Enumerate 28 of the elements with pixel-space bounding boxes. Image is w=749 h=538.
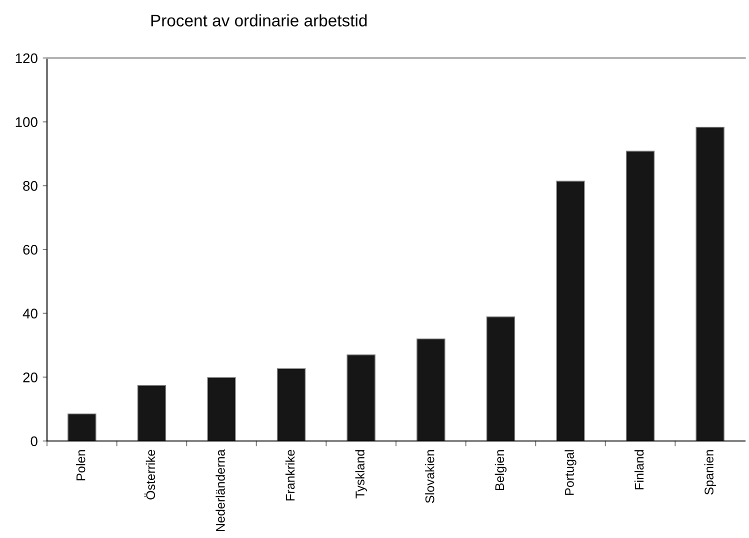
x-tick-label: Finland	[634, 450, 644, 490]
bar	[276, 368, 306, 441]
bar	[416, 338, 446, 441]
x-tick-label: Österrike	[144, 450, 156, 500]
y-tick-label: 80	[23, 181, 38, 191]
bar	[626, 150, 655, 441]
y-tick-label: 40	[22, 308, 38, 319]
x-tick-label: Nederländerna	[216, 449, 225, 531]
x-tick-label: Frankrike	[285, 450, 295, 500]
y-tick-label: 0	[30, 436, 38, 446]
x-tick-label: Slovakien	[425, 450, 434, 503]
bar	[486, 316, 516, 441]
bar	[207, 377, 236, 441]
y-tick-label: 20	[23, 372, 38, 382]
bar	[346, 354, 376, 441]
y-tick-label: 60	[23, 244, 38, 255]
x-tick-label: Spanien	[704, 450, 716, 495]
chart-title: Procent av ordinarie arbetstid	[151, 14, 367, 26]
x-tick-label: Portugal	[564, 450, 576, 495]
x-tick-label: Polen	[76, 450, 86, 480]
bar	[556, 180, 585, 441]
bar	[137, 385, 166, 441]
bar	[696, 126, 724, 441]
y-tick-label: 100	[16, 117, 38, 128]
y-tick-label: 120	[16, 53, 38, 64]
x-tick-label: Tyskland	[355, 450, 367, 498]
bar	[68, 413, 96, 441]
x-tick-label: Belgien	[494, 450, 507, 490]
